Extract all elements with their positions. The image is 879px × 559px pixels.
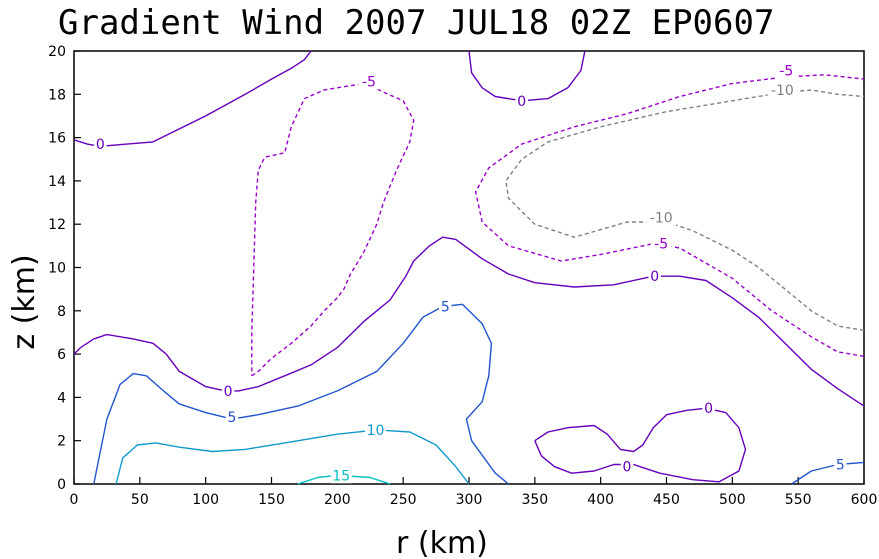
plot-frame <box>73 50 865 485</box>
y-axis-label: z (km) <box>7 254 42 349</box>
x-axis-label: r (km) <box>396 526 488 559</box>
contour-labels: -10 -10 -5 -5 -5 0 0 0 0 0 0 5 5 5 10 15 <box>94 62 847 484</box>
x-tick-label: 400 <box>587 492 614 508</box>
contour-label-background <box>221 382 235 399</box>
x-tick-label: 500 <box>719 492 746 508</box>
contour-line-0 <box>534 407 747 483</box>
contour-label: 0 <box>704 401 713 417</box>
contour-label-background <box>365 421 387 438</box>
contour-label: 5 <box>228 410 237 426</box>
x-tick-label: 250 <box>390 492 417 508</box>
y-tick-label: 18 <box>48 87 66 103</box>
axis-ticks: 0 50 100 150 200 250 300 350 400 450 500 550 6000246… <box>48 44 877 508</box>
contour-lines <box>73 50 865 485</box>
contour-label-background <box>834 456 847 473</box>
x-tick-label: 450 <box>653 492 680 508</box>
x-tick-label: 100 <box>192 492 219 508</box>
contour-label-background <box>648 268 661 285</box>
contour-line-minus-10 <box>505 89 865 331</box>
contour-label: -10 <box>771 83 794 99</box>
x-tick-label: 600 <box>851 492 878 508</box>
contour-label-background <box>515 92 528 109</box>
x-tick-label: 350 <box>521 492 548 508</box>
x-tick-label: 150 <box>258 492 285 508</box>
x-tick-label: 0 <box>70 492 79 508</box>
contour-label-background <box>94 136 107 153</box>
y-tick-label: 0 <box>57 477 66 493</box>
contour-line-10 <box>115 429 470 485</box>
y-tick-label: 6 <box>57 347 66 363</box>
contour-label: 0 <box>623 460 632 476</box>
y-tick-label: 4 <box>57 390 66 406</box>
contour-line-5 <box>791 461 865 485</box>
y-tick-label: 10 <box>48 261 66 277</box>
contour-label: 15 <box>332 468 350 484</box>
y-tick-label: 2 <box>57 434 66 450</box>
contour-line-0 <box>73 50 312 147</box>
contour-label-background <box>620 458 634 475</box>
contour-line-5 <box>93 303 509 485</box>
contour-label: -5 <box>362 74 376 90</box>
contour-label-background <box>330 467 352 484</box>
contour-line-minus-5 <box>474 74 865 357</box>
y-tick-label: 16 <box>48 131 66 147</box>
contour-label: -5 <box>654 237 668 253</box>
contour-label-background <box>775 62 797 79</box>
x-tick-label: 50 <box>131 492 149 508</box>
x-tick-label: 300 <box>456 492 483 508</box>
contour-label: 0 <box>650 269 659 285</box>
contour-label-background <box>225 408 239 425</box>
contour-label: -5 <box>779 63 793 79</box>
contour-label-background <box>439 298 452 315</box>
contour-label: 10 <box>367 423 385 439</box>
contour-label-background <box>358 73 380 90</box>
contour-label-background <box>646 209 676 226</box>
y-tick-label: 14 <box>48 174 66 190</box>
y-tick-label: 8 <box>57 304 66 320</box>
contour-line-0 <box>73 236 865 407</box>
x-tick-label: 550 <box>785 492 812 508</box>
contour-label: 0 <box>517 94 526 110</box>
contour-label: -10 <box>650 211 673 227</box>
contour-line-minus-5 <box>251 82 415 377</box>
contour-label-background <box>650 235 672 252</box>
y-tick-label: 12 <box>48 217 66 233</box>
contour-label: 0 <box>96 137 105 153</box>
contour-label: 5 <box>441 299 450 315</box>
x-tick-label: 200 <box>324 492 351 508</box>
chart-title: Gradient Wind 2007 JUL18 02Z EP0607 <box>58 3 774 43</box>
contour-label-background <box>702 400 715 417</box>
y-tick-label: 20 <box>48 44 66 60</box>
contour-label-background <box>767 81 798 98</box>
contour-label: 0 <box>224 384 233 400</box>
contour-label: 5 <box>836 458 845 474</box>
